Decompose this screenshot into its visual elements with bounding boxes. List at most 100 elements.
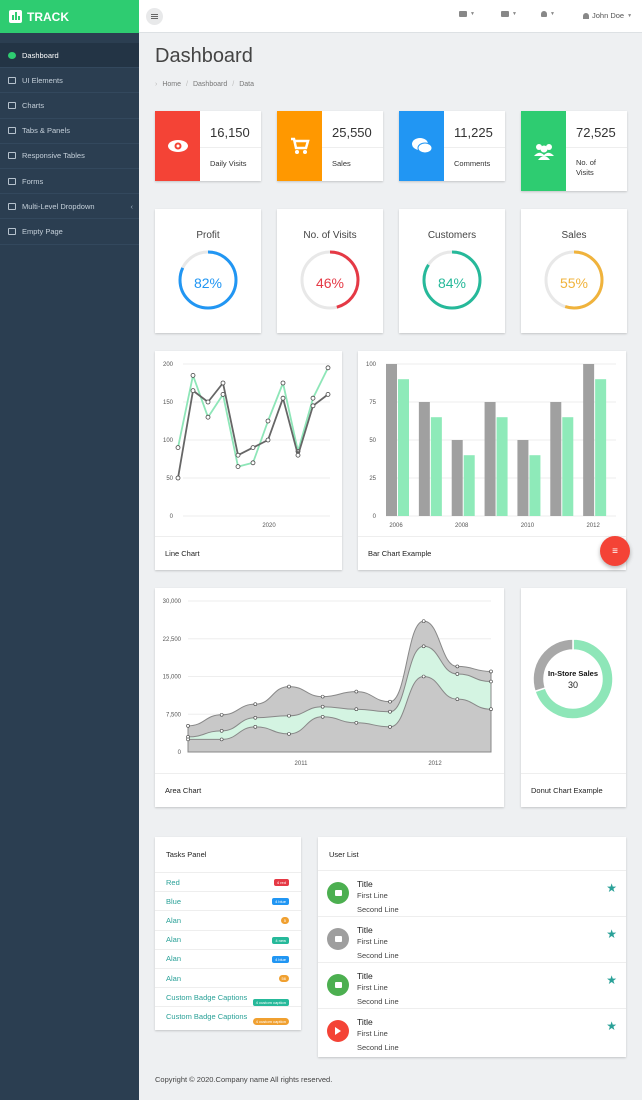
fab-menu-button[interactable]: ≡	[600, 536, 630, 566]
menu-toggle-button[interactable]	[146, 8, 163, 25]
sidebar-item-label: Dashboard	[22, 50, 59, 60]
y-tick-label: 0	[170, 514, 174, 520]
line-point	[295, 452, 301, 458]
user-list-item[interactable]: Title First Line Second Line ★	[318, 916, 626, 962]
task-badge: 4 new	[272, 936, 289, 944]
sidebar-item-label: Multi-Level Dropdown	[22, 201, 95, 211]
area-point	[455, 697, 460, 701]
x-tick-label: 2020	[262, 523, 276, 529]
alerts-dropdown[interactable]: ▼	[541, 11, 555, 17]
area-point	[186, 724, 190, 728]
sidebar-item-dashboard[interactable]: Dashboard	[0, 43, 139, 69]
task-label: Red	[166, 877, 180, 887]
progress-ring	[178, 250, 238, 310]
donut-center-value: 30	[568, 680, 578, 690]
bar-chart-card: 0 25 50 75 100 2006 2008 2010 2012 Bar Chart Exa…	[358, 351, 626, 570]
sidebar-item-label: Tabs & Panels	[22, 126, 70, 136]
task-item[interactable]: Alan 5	[155, 910, 301, 929]
task-label: Alan	[166, 935, 182, 945]
star-icon[interactable]: ★	[606, 1019, 617, 1033]
progress-ring	[544, 250, 604, 310]
task-item[interactable]: Blue 4 blue	[155, 891, 301, 910]
task-item[interactable]: Alan 4 new	[155, 929, 301, 949]
progress-card: No. of Visits 46%	[277, 209, 383, 333]
task-item[interactable]: Alan 4 blue	[155, 948, 301, 968]
area-point	[354, 721, 359, 725]
area-point	[219, 737, 224, 742]
user-list-item[interactable]: Title First Line Second Line ★	[318, 962, 626, 1008]
x-tick-label: 2012	[428, 761, 442, 767]
stat-icon-box	[399, 111, 444, 181]
donut-center-label: In-Store Sales	[548, 669, 598, 678]
task-item[interactable]: Alan 56	[155, 968, 301, 987]
sidebar-item-label: Charts	[22, 100, 45, 110]
area-point	[253, 715, 258, 720]
progress-ring	[300, 250, 360, 310]
y-tick-label: 100	[163, 438, 174, 444]
area-point	[253, 725, 258, 729]
star-icon[interactable]: ★	[606, 927, 617, 941]
sidebar-item-empty-page[interactable]: Empty Page	[0, 219, 139, 245]
menu-icon: ≡	[612, 545, 618, 557]
logo-icon	[9, 10, 22, 23]
bar	[386, 364, 397, 516]
user-title: Title	[357, 971, 373, 981]
line-point	[205, 399, 211, 405]
task-item[interactable]: Custom Badge Captions 4 custom caption	[155, 987, 301, 1007]
progress-title: No. of Visits	[303, 230, 357, 241]
star-icon[interactable]: ★	[606, 881, 617, 895]
sidebar-item-forms[interactable]: Forms	[0, 169, 139, 195]
x-tick-label: 2008	[455, 523, 469, 529]
task-item[interactable]: Custom Badge Captions 4 custom caption	[155, 1006, 301, 1026]
sidebar-item-ui-elements[interactable]: UI Elements	[0, 68, 139, 94]
line-point	[325, 365, 331, 371]
stat-value: 25,550	[332, 125, 372, 140]
breadcrumb-home[interactable]: Home	[162, 81, 182, 88]
y-tick-label: 0	[178, 750, 182, 756]
progress-ring	[422, 250, 482, 310]
comments-icon	[411, 138, 432, 154]
bar	[463, 455, 475, 516]
line-point	[235, 464, 241, 469]
user-dropdown[interactable]: John Doe ▼	[583, 11, 632, 20]
sidebar-item-tabs-panels[interactable]: Tabs & Panels	[0, 119, 139, 144]
sidebar-item-responsive-tables[interactable]: Responsive Tables	[0, 144, 139, 169]
caret-down-icon: ▼	[512, 11, 517, 17]
caret-down-icon: ▼	[470, 11, 475, 17]
user-list-item[interactable]: Title First Line Second Line ★	[318, 870, 626, 916]
user-list-title: User List	[329, 850, 359, 859]
user-first-line: First Line	[357, 983, 388, 992]
topbar: ▼ ▼ ▼ John Doe ▼	[139, 0, 642, 33]
x-tick-label: 2011	[295, 761, 309, 767]
y-tick-label: 50	[166, 476, 173, 482]
avatar	[327, 882, 349, 904]
caret-down-icon: ▼	[550, 11, 555, 17]
bar	[451, 440, 463, 516]
sidebar-item-multi-level-dropdown[interactable]: Multi-Level Dropdown ‹	[0, 194, 139, 220]
user-first-line: First Line	[357, 891, 388, 900]
progress-arc	[300, 250, 360, 310]
line-point	[190, 372, 196, 378]
breadcrumb-dashboard[interactable]: Dashboard	[192, 81, 228, 88]
tasks-dropdown[interactable]: ▼	[501, 11, 517, 17]
footer: Copyright © 2020.Company name All rights…	[155, 1075, 333, 1084]
user-title: Title	[357, 925, 373, 935]
brand[interactable]: TRACK	[0, 0, 139, 33]
task-item[interactable]: Red 4 red	[155, 872, 301, 891]
user-list-item[interactable]: Title First Line Second Line ★	[318, 1008, 626, 1054]
line-point	[325, 392, 331, 397]
bar	[529, 455, 541, 516]
avatar	[327, 1020, 349, 1042]
user-first-line: First Line	[357, 937, 388, 946]
bar	[562, 417, 574, 516]
breadcrumb-current: Data	[239, 81, 254, 88]
avatar	[327, 974, 349, 996]
progress-arc	[544, 250, 604, 310]
sidebar-item-charts[interactable]: Charts	[0, 93, 139, 119]
star-icon[interactable]: ★	[606, 973, 617, 987]
y-tick-label: 15,000	[163, 675, 182, 681]
task-badge: 4 blue	[272, 898, 289, 906]
stat-label: Daily Visits	[210, 159, 247, 168]
messages-dropdown[interactable]: ▼	[459, 11, 475, 17]
user-second-line: Second Line	[357, 905, 399, 914]
